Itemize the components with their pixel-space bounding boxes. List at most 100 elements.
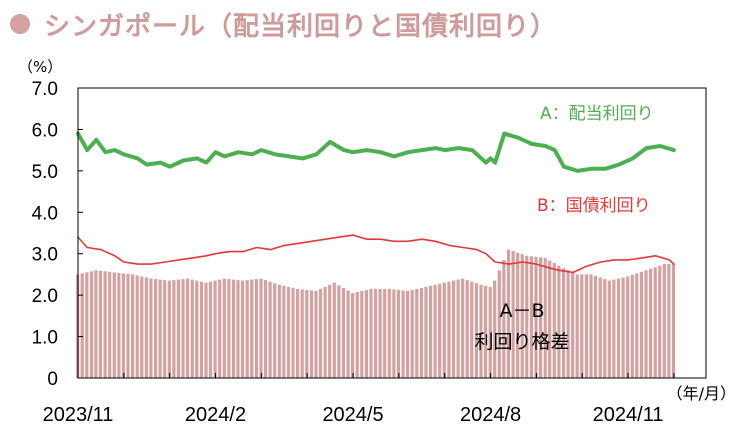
chart-title: シンガポール（配当利回りと国債利回り） [10,6,557,42]
spread-bar [323,286,327,378]
spread-bar [465,280,469,378]
spread-bar [355,292,359,378]
spread-bar [300,289,304,378]
spread-bar [392,289,396,378]
spread-bar [607,280,611,378]
spread-bar [135,275,139,378]
spread-bar [94,270,98,378]
spread-bar [474,283,478,378]
spread-bar [208,281,213,378]
spread-bar [369,288,373,378]
spread-bar [126,273,130,378]
spread-label-a-minus-b: A－B [499,300,544,322]
spread-bar [309,290,313,378]
spread-bar [89,271,93,378]
spread-bar [429,285,433,378]
spread-bar [644,270,648,378]
spread-bar [236,280,240,378]
spread-bar [470,281,474,378]
x-tick-label: 2024/2 [185,404,246,426]
spread-bar [351,293,355,378]
spread-bar [529,256,533,378]
spread-bar [231,279,236,378]
spread-bar [282,285,286,378]
spread-bar [341,287,346,378]
spread-bar [305,290,309,378]
spread-bars [76,249,676,378]
spread-bar [273,283,277,378]
x-tick-label: 2024/5 [322,404,383,426]
spread-bar [621,277,625,378]
y-tick-label: 5.0 [32,162,58,183]
spread-bar [548,260,552,378]
spread-bar [374,288,378,378]
spread-bar [520,254,524,378]
spread-bar [447,281,451,378]
spread-bar [296,288,300,378]
spread-bar [630,274,634,378]
spread-bar [222,278,226,378]
spread-bar [245,280,249,378]
spread-bar [584,274,588,378]
spread-bar [199,281,203,378]
spread-bar [667,264,671,378]
spread-bar [181,279,185,378]
spread-bar [479,284,483,378]
spread-bar [80,273,84,378]
spread-bar [378,288,382,378]
spread-bar [108,271,112,378]
spread-bar [626,276,630,378]
spread-bar [497,270,501,378]
spread-bar [140,276,144,378]
spread-bar [318,288,323,378]
spread-bar [250,279,254,378]
spread-bar [484,285,488,378]
spread-bar [85,272,89,378]
spread-bar [410,290,414,378]
spread-bar [516,252,520,378]
spread-bar [493,280,497,378]
spread-bar [616,278,621,378]
spread-bar [539,257,543,378]
spread-bar [653,267,657,378]
spread-bar [612,279,616,378]
y-tick-label: 6.0 [32,120,58,141]
spread-bar [167,280,171,378]
spread-bar [346,290,350,378]
spread-bar [571,272,575,378]
spread-bar [263,280,268,378]
spread-bar [103,271,107,378]
spread-bar [649,268,653,378]
series-label-bond: B：国債利回り [537,196,651,216]
spread-bar [149,278,153,378]
spread-bar [589,274,593,378]
spread-bar [543,257,547,378]
spread-bar [575,274,579,378]
title-bullet-icon [10,14,30,34]
x-tick-label: 2024/8 [460,404,521,426]
spread-bar [401,290,405,378]
spread-bar [598,277,602,378]
spread-bar [337,285,341,378]
x-axis: 2023/11 2024/2 2024/5 2024/8 2024/11（年/月） [43,373,736,426]
spread-bar [415,288,419,378]
spread-bar [419,287,423,378]
spread-bar [488,286,492,378]
spread-bar [277,284,281,378]
spread-bar [442,282,446,378]
spread-bar [121,273,125,378]
spread-bar [406,291,410,378]
spread-bar [144,277,148,378]
spread-bar [438,283,442,378]
dividend-yield-line [76,131,676,173]
spread-bar [227,279,231,378]
spread-bar [451,280,456,378]
spread-bar [603,279,607,378]
spread-bar [112,272,116,378]
spread-bar [461,278,465,378]
spread-bar [241,280,245,378]
y-tick-label: 1.0 [32,328,58,349]
spread-bar [204,282,208,378]
spread-bar [259,278,263,378]
